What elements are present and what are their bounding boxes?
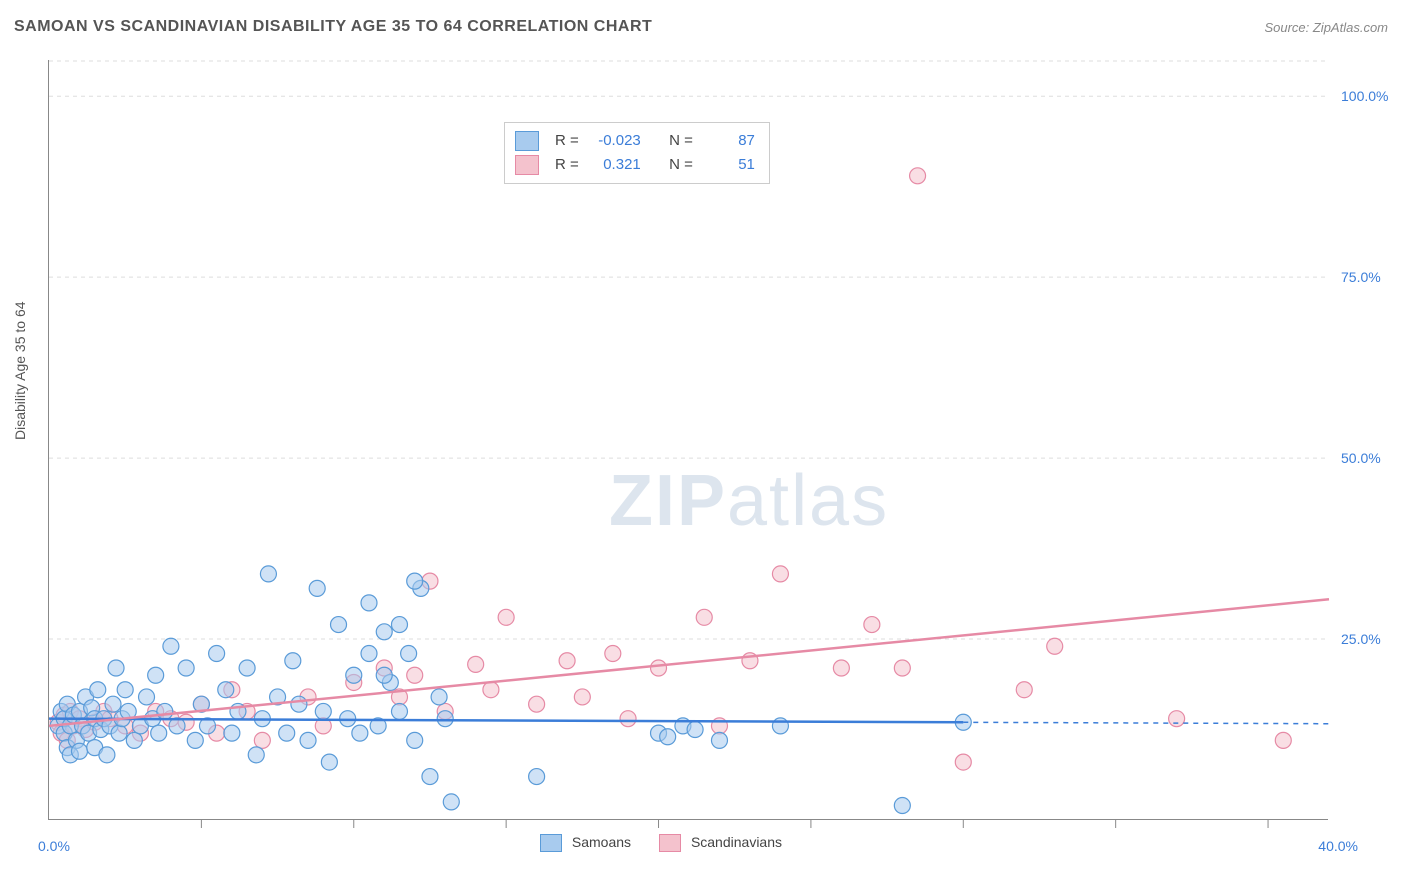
n-value-pink: 51 <box>703 153 755 177</box>
legend-item-scandinavians: Scandinavians <box>659 834 782 852</box>
source-attribution: Source: ZipAtlas.com <box>1264 20 1388 35</box>
svg-text:75.0%: 75.0% <box>1341 269 1381 285</box>
legend-row-blue: R = -0.023 N = 87 <box>515 129 755 153</box>
correlation-chart: SAMOAN VS SCANDINAVIAN DISABILITY AGE 35… <box>0 0 1406 892</box>
legend-item-samoans: Samoans <box>540 834 631 852</box>
y-axis-label: Disability Age 35 to 64 <box>12 301 28 440</box>
chart-title: SAMOAN VS SCANDINAVIAN DISABILITY AGE 35… <box>14 18 652 36</box>
r-value-pink: 0.321 <box>589 153 641 177</box>
legend-label-samoans: Samoans <box>572 834 631 850</box>
r-label: R = <box>555 153 579 177</box>
n-value-blue: 87 <box>703 129 755 153</box>
x-axis-min-label: 0.0% <box>38 838 70 854</box>
legend-label-scandinavians: Scandinavians <box>691 834 782 850</box>
swatch-blue <box>540 834 562 852</box>
x-axis-max-label: 40.0% <box>1318 838 1358 854</box>
n-label: N = <box>669 153 693 177</box>
r-value-blue: -0.023 <box>589 129 641 153</box>
swatch-blue <box>515 131 539 151</box>
legend-row-pink: R = 0.321 N = 51 <box>515 153 755 177</box>
n-label: N = <box>669 129 693 153</box>
swatch-pink <box>659 834 681 852</box>
svg-text:50.0%: 50.0% <box>1341 450 1381 466</box>
swatch-pink <box>515 155 539 175</box>
series-legend: Samoans Scandinavians <box>540 834 782 852</box>
plot-area: 25.0%50.0%75.0%100.0% ZIPatlas R = -0.02… <box>48 60 1328 820</box>
correlation-legend: R = -0.023 N = 87 R = 0.321 N = 51 <box>504 122 770 184</box>
svg-text:100.0%: 100.0% <box>1341 88 1388 104</box>
svg-text:25.0%: 25.0% <box>1341 631 1381 647</box>
r-label: R = <box>555 129 579 153</box>
